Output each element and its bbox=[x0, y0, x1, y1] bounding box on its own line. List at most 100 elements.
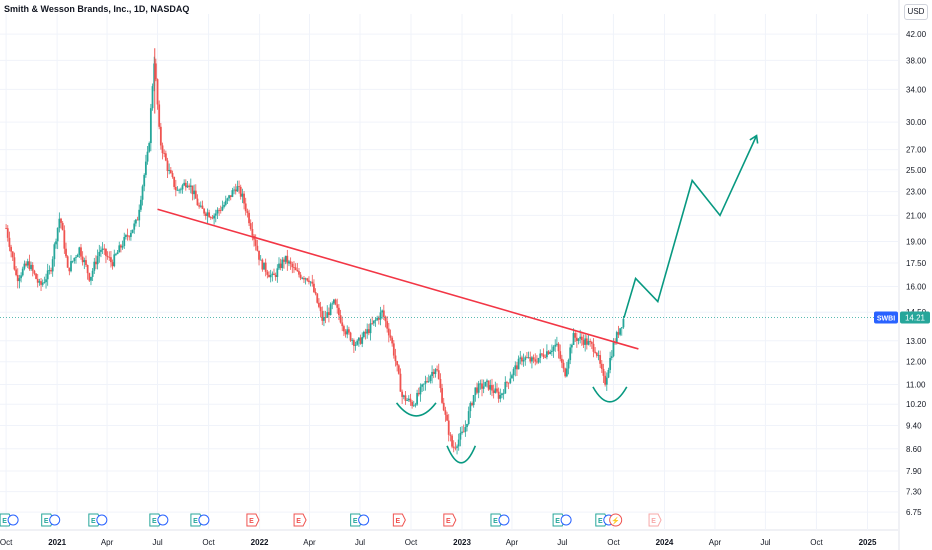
candle-body bbox=[68, 267, 71, 272]
candle-body bbox=[617, 332, 620, 335]
candle-body bbox=[341, 322, 344, 327]
candle-body bbox=[347, 329, 350, 333]
candle-body bbox=[148, 143, 151, 152]
candle-body bbox=[116, 252, 119, 255]
currency-button[interactable]: USD bbox=[904, 4, 928, 20]
candle-body bbox=[5, 228, 8, 229]
split-event-marker: ⚡ bbox=[609, 513, 623, 527]
candle-body bbox=[229, 195, 232, 197]
candle-body bbox=[28, 261, 31, 270]
dividend-marker bbox=[96, 514, 108, 526]
earnings-marker: E bbox=[246, 513, 260, 527]
candle-body bbox=[111, 262, 114, 267]
candle-body bbox=[406, 400, 409, 401]
candle-body bbox=[331, 303, 334, 305]
candle-body bbox=[51, 259, 54, 272]
candle-body bbox=[284, 255, 287, 262]
y-tick-label: 27.00 bbox=[906, 146, 927, 155]
candle-body bbox=[78, 247, 81, 255]
candle-body bbox=[337, 307, 340, 316]
candle-body bbox=[206, 212, 209, 217]
x-tick-label: Oct bbox=[607, 538, 620, 547]
candle-body bbox=[560, 358, 563, 363]
candle-body bbox=[244, 203, 247, 212]
candle-body bbox=[372, 320, 375, 324]
event-label: E bbox=[598, 518, 603, 525]
candle-body bbox=[134, 219, 137, 224]
y-tick-label: 23.00 bbox=[906, 188, 927, 197]
candle-body bbox=[585, 338, 588, 345]
candle-body bbox=[484, 381, 487, 387]
candle-body bbox=[105, 248, 107, 256]
candle-body bbox=[547, 351, 550, 354]
candle-body bbox=[11, 251, 14, 258]
candle-body bbox=[562, 362, 565, 369]
candle-body bbox=[466, 423, 468, 428]
y-tick-label: 12.00 bbox=[906, 358, 927, 367]
x-tick-label: 2024 bbox=[656, 538, 674, 547]
y-tick-label: 6.75 bbox=[906, 508, 922, 517]
candle-body bbox=[424, 381, 427, 384]
projection-path bbox=[623, 135, 758, 318]
candle-body bbox=[474, 387, 477, 396]
event-label: E bbox=[555, 518, 560, 525]
candle-body bbox=[196, 198, 199, 206]
candle-body bbox=[204, 213, 207, 217]
candle-body bbox=[542, 354, 545, 357]
earnings-marker-shape bbox=[648, 513, 662, 527]
candle-body bbox=[83, 260, 86, 263]
candle-body bbox=[43, 282, 46, 283]
candle-body bbox=[233, 189, 235, 191]
earnings-marker-shape bbox=[392, 513, 406, 527]
candle-body bbox=[605, 377, 608, 385]
candle-body bbox=[178, 189, 181, 191]
candle-body bbox=[71, 260, 74, 262]
candle-body bbox=[93, 261, 96, 271]
candle-body bbox=[462, 431, 465, 433]
candle-body bbox=[141, 186, 144, 200]
candle-body bbox=[364, 331, 367, 334]
candle-body bbox=[496, 388, 498, 392]
candle-body bbox=[501, 393, 503, 396]
candle-body bbox=[103, 248, 106, 250]
candle-body bbox=[40, 281, 42, 285]
candle-body bbox=[456, 446, 458, 448]
x-tick-label: Apr bbox=[303, 538, 316, 547]
candle-body bbox=[414, 404, 417, 406]
candle-body bbox=[293, 267, 295, 268]
candle-body bbox=[391, 337, 394, 344]
candle-body bbox=[133, 223, 136, 230]
candle-body bbox=[101, 248, 104, 250]
earnings-marker: E bbox=[443, 513, 457, 527]
candle-body bbox=[179, 189, 182, 191]
event-label: ⚡ bbox=[611, 516, 620, 525]
candle-body bbox=[394, 355, 397, 362]
candle-body bbox=[8, 237, 11, 247]
candle-body bbox=[574, 333, 577, 338]
candle-body bbox=[609, 357, 612, 370]
candle-body bbox=[66, 256, 69, 268]
x-tick-label: Jul bbox=[557, 538, 567, 547]
candle-body bbox=[304, 278, 307, 280]
last-price-tag-bg bbox=[900, 311, 930, 324]
candle-body bbox=[224, 200, 227, 205]
candle-body bbox=[512, 369, 515, 376]
x-tick-label: 2025 bbox=[859, 538, 877, 547]
candle-body bbox=[451, 435, 453, 447]
candle-body bbox=[238, 186, 240, 187]
candle-body bbox=[619, 328, 622, 335]
candle-body bbox=[326, 312, 329, 318]
event-label: E bbox=[249, 518, 254, 525]
candle-body bbox=[81, 256, 84, 263]
candle-body bbox=[411, 401, 414, 406]
y-axis: 42.00 38.00 34.00 30.00 27.00 25.00 23.00 21.00… bbox=[906, 30, 927, 517]
candle-body bbox=[549, 351, 552, 354]
candle-body bbox=[246, 211, 249, 213]
candle-body bbox=[203, 208, 206, 214]
x-tick-label: Oct bbox=[202, 538, 215, 547]
event-label: E bbox=[446, 518, 451, 525]
earnings-marker-shape bbox=[293, 513, 307, 527]
candle-body bbox=[181, 185, 184, 190]
candle-body bbox=[318, 302, 320, 307]
